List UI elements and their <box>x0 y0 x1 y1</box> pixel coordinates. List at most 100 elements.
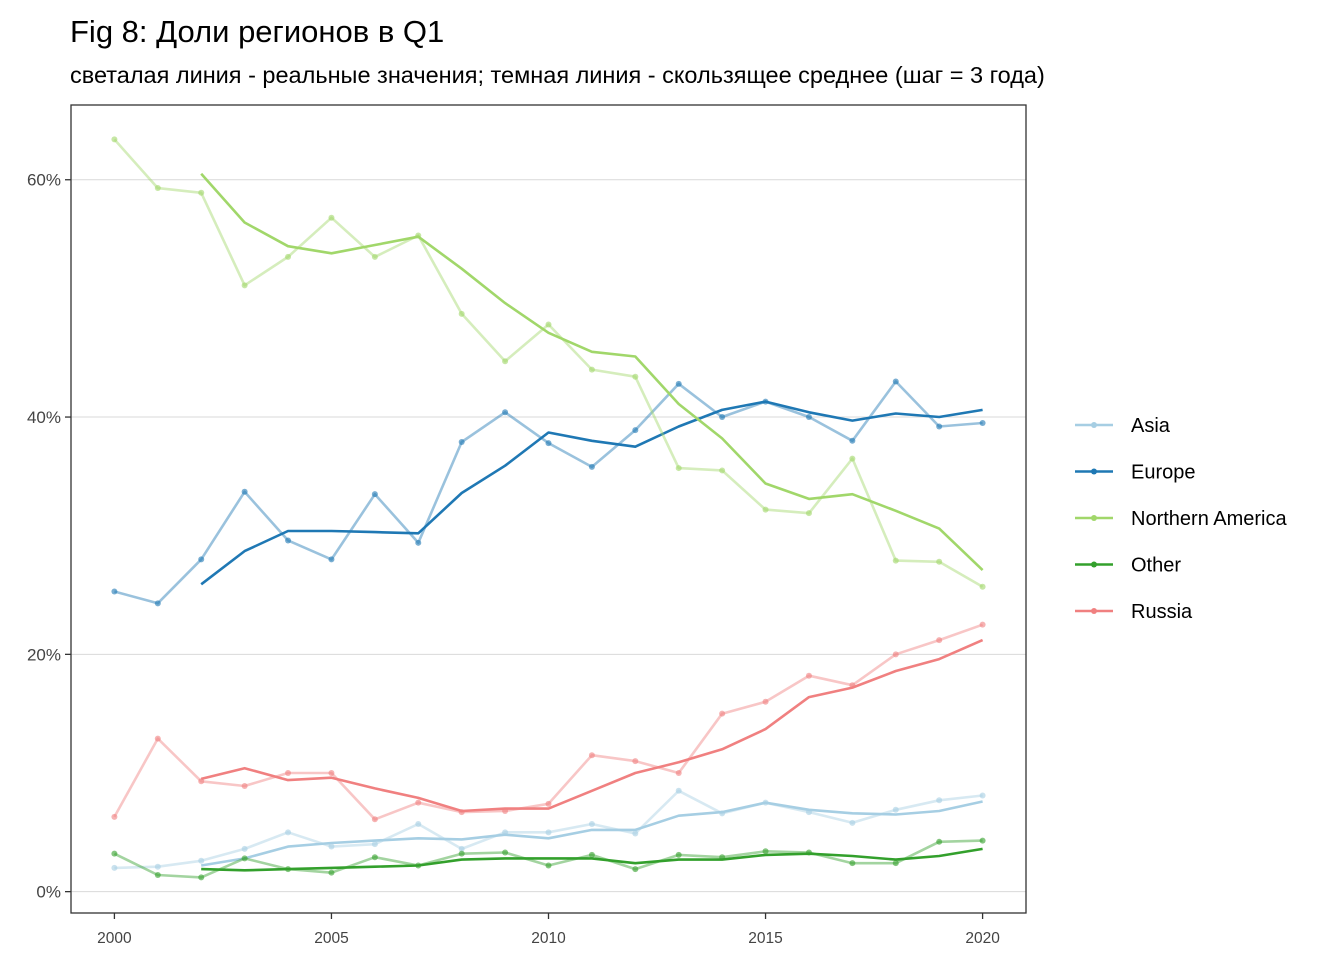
y-tick-label: 60% <box>27 171 61 190</box>
series-other-point <box>979 837 986 844</box>
series-northern-america-point <box>285 253 292 260</box>
legend-item-asia: Asia <box>1075 415 1171 437</box>
series-russia <box>111 621 986 823</box>
series-europe-point <box>936 423 943 430</box>
series-northern-america-point <box>588 366 595 373</box>
y-tick-label: 40% <box>27 408 61 427</box>
plot-panel-border <box>70 104 1027 914</box>
legend-item-russia: Russia <box>1075 601 1193 623</box>
series-other-moving-avg-line <box>201 847 983 872</box>
series-northern-america-point <box>328 214 335 221</box>
series-russia-point <box>936 637 943 644</box>
series-other-point <box>198 874 205 881</box>
legend-key-point <box>1091 422 1097 428</box>
series-northern-america-point <box>805 510 812 517</box>
series-europe-point <box>371 491 378 498</box>
series-asia-point <box>198 857 205 864</box>
series-europe-point <box>849 437 856 444</box>
series-northern-america-point <box>849 455 856 462</box>
series-asia-point <box>849 819 856 826</box>
series-other-point <box>675 851 682 858</box>
series-russia-point <box>241 783 248 790</box>
series-other-point <box>545 862 552 869</box>
series-asia-point <box>154 863 161 870</box>
gridlines <box>71 179 1026 893</box>
series-northern-america-point <box>502 358 509 365</box>
series-russia-point <box>285 769 292 776</box>
series-northern-america-point <box>371 253 378 260</box>
series-europe-point <box>805 414 812 421</box>
series-northern-america-point <box>719 467 726 474</box>
legend-item-europe: Europe <box>1075 462 1196 484</box>
series-europe-point <box>632 427 639 434</box>
legend-item-northern-america: Northern America <box>1075 508 1287 530</box>
series-asia-point <box>241 845 248 852</box>
series-russia-point <box>154 735 161 742</box>
series-other-point <box>588 851 595 858</box>
series-russia-point <box>328 769 335 776</box>
series-russia-point <box>892 651 899 658</box>
legend-key-point <box>1091 515 1097 521</box>
x-tick-label: 2005 <box>314 930 348 947</box>
series-russia-point <box>719 710 726 717</box>
legend-label: Northern America <box>1131 508 1287 530</box>
series-northern-america-point <box>675 465 682 472</box>
series-asia-point <box>892 806 899 813</box>
series-europe-point <box>241 488 248 495</box>
series-russia-moving-avg-line <box>200 638 984 813</box>
series-europe-point <box>328 556 335 563</box>
series-other-point <box>371 854 378 861</box>
series-russia-point <box>588 752 595 759</box>
series-northern-america-point <box>111 136 118 143</box>
series-europe-point <box>111 588 118 595</box>
series-other-point <box>154 872 161 879</box>
series-northern-america-point <box>198 189 205 196</box>
series-northern-america-point <box>545 321 552 328</box>
series-other-point <box>241 855 248 862</box>
y-tick-label: 0% <box>36 883 61 902</box>
series-other-point <box>936 838 943 845</box>
legend-key-point <box>1091 561 1097 568</box>
legend-key-point <box>1091 468 1097 475</box>
series-europe-moving-avg-line <box>200 400 983 586</box>
series-northern-america <box>111 136 986 590</box>
series-other-point <box>502 849 509 856</box>
series-other-point <box>762 848 769 855</box>
series-northern-america-point <box>241 282 248 289</box>
series-russia-point <box>415 799 422 806</box>
series-layer <box>111 136 986 881</box>
series-other-point <box>849 860 856 867</box>
series-europe-point <box>458 438 465 445</box>
series-asia-point <box>328 843 335 850</box>
legend-label: Other <box>1131 555 1181 577</box>
legend-label: Russia <box>1131 601 1193 623</box>
legend-item-other: Other <box>1075 555 1181 577</box>
series-other <box>111 837 986 881</box>
series-asia-point <box>371 841 378 848</box>
series-europe-point <box>719 414 726 421</box>
series-asia-point <box>111 864 118 871</box>
series-russia-point <box>805 672 812 679</box>
series-northern-america-point <box>979 583 986 590</box>
series-other-point <box>632 866 639 873</box>
series-russia-point <box>545 800 552 807</box>
series-other-point <box>111 850 118 857</box>
series-northern-america-point <box>762 506 769 513</box>
chart-subtitle: светалая линия - реальные значения; темн… <box>70 62 1045 88</box>
series-russia-point <box>762 698 769 705</box>
series-northern-america-actual-line <box>113 138 984 588</box>
series-russia-point <box>111 813 118 820</box>
series-europe-point <box>502 409 509 416</box>
series-russia-point <box>979 621 986 628</box>
chart-title: Fig 8: Доли регионов в Q1 <box>70 14 444 49</box>
series-northern-america-point <box>632 373 639 380</box>
series-asia-point <box>588 821 595 828</box>
legend-label: Europe <box>1131 462 1196 484</box>
series-northern-america-point <box>458 310 465 317</box>
x-tick-label: 2000 <box>97 930 132 947</box>
series-europe-point <box>198 556 205 563</box>
series-russia-point <box>632 758 639 765</box>
series-europe-point <box>154 600 161 607</box>
